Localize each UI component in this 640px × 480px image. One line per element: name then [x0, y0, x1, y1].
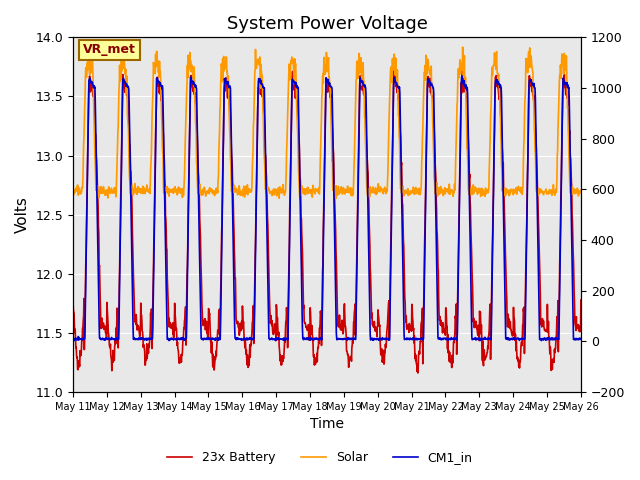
X-axis label: Time: Time: [310, 418, 344, 432]
23x Battery: [472, 324, 480, 330]
CM1_in: [170, 337, 177, 343]
Solar: [406, 188, 413, 194]
Solar: [239, 186, 246, 192]
Line: 23x Battery: 23x Battery: [73, 69, 581, 373]
Solar: [472, 185, 480, 191]
Line: CM1_in: CM1_in: [73, 76, 581, 341]
23x Battery: [69, 298, 77, 304]
CM1_in: [458, 73, 466, 79]
CM1_in: [577, 336, 585, 342]
CM1_in: [272, 338, 280, 344]
23x Battery: [406, 327, 413, 333]
CM1_in: [182, 336, 190, 342]
Solar: [577, 189, 585, 194]
Legend: 23x Battery, Solar, CM1_in: 23x Battery, Solar, CM1_in: [163, 446, 477, 469]
23x Battery: [170, 335, 177, 341]
CM1_in: [69, 337, 77, 343]
CM1_in: [472, 336, 480, 341]
CM1_in: [406, 336, 413, 342]
CM1_in: [517, 336, 525, 342]
Solar: [69, 187, 77, 192]
23x Battery: [517, 341, 525, 347]
23x Battery: [390, 66, 397, 72]
Solar: [170, 186, 177, 192]
Text: VR_met: VR_met: [83, 43, 136, 56]
Solar: [517, 190, 525, 196]
Solar: [182, 110, 190, 116]
Y-axis label: Volts: Volts: [15, 196, 30, 233]
Title: System Power Voltage: System Power Voltage: [227, 15, 428, 33]
CM1_in: [239, 337, 246, 343]
23x Battery: [182, 342, 190, 348]
Solar: [296, 196, 304, 202]
Solar: [459, 44, 467, 50]
Line: Solar: Solar: [73, 47, 581, 199]
23x Battery: [239, 313, 246, 319]
23x Battery: [577, 297, 585, 303]
23x Battery: [414, 370, 422, 376]
